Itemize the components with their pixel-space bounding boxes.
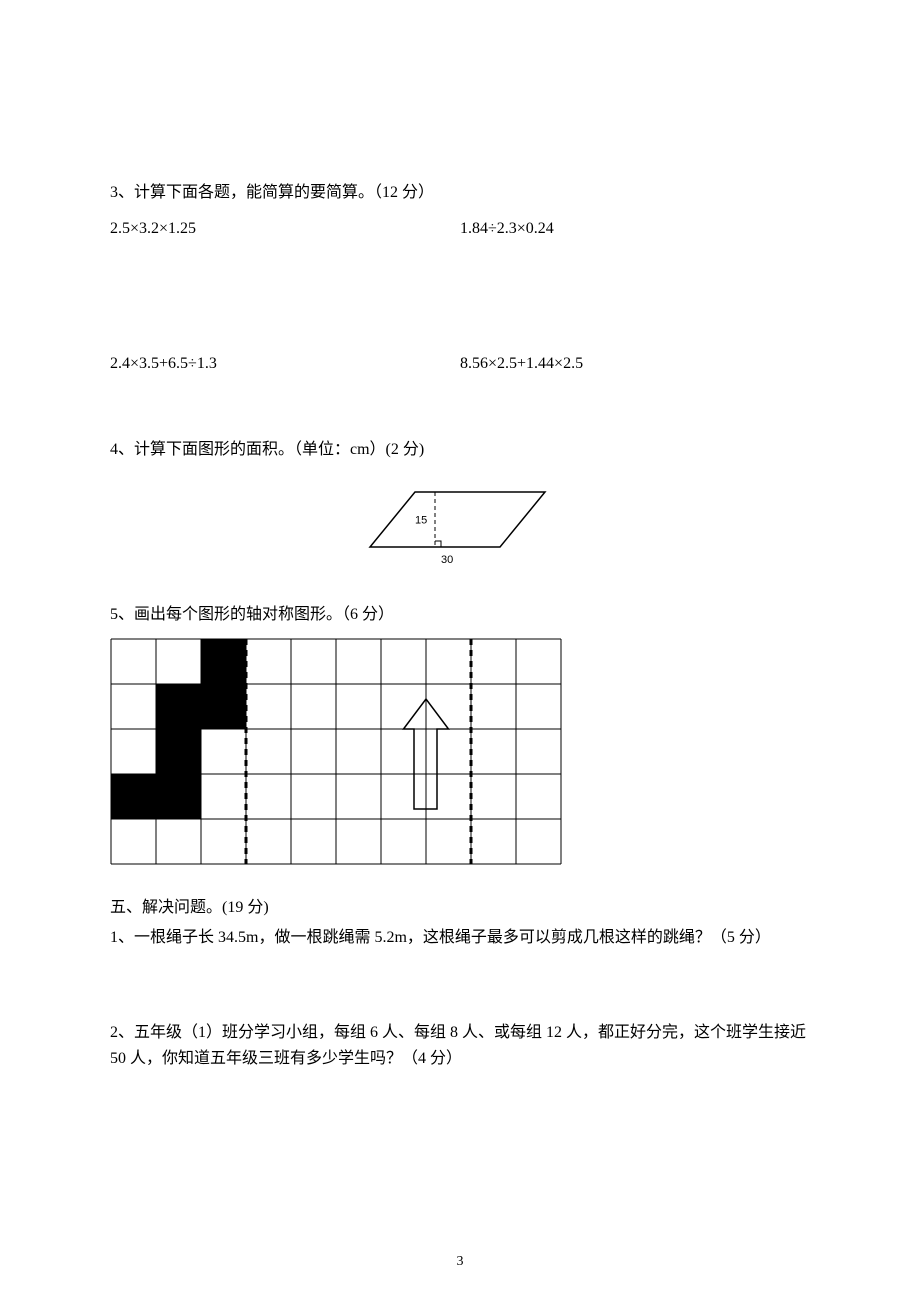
svg-text:15: 15 bbox=[415, 515, 427, 527]
parallelogram-svg: 1530 bbox=[360, 472, 560, 572]
q4-title: 4、计算下面图形的面积。（单位：cm）(2 分) bbox=[110, 437, 810, 463]
word-problem-2: 2、五年级（1）班分学习小组，每组 6 人、每组 8 人、或每组 12 人，都正… bbox=[110, 1020, 810, 1071]
q5-title: 5、画出每个图形的轴对称图形。（6 分） bbox=[110, 602, 810, 628]
svg-text:30: 30 bbox=[441, 554, 453, 566]
q3-expr-1a: 2.5×3.2×1.25 bbox=[110, 216, 460, 242]
q3-expr-1b: 1.84÷2.3×0.24 bbox=[460, 216, 810, 242]
page-number: 3 bbox=[0, 1251, 920, 1273]
q3-row1: 2.5×3.2×1.25 1.84÷2.3×0.24 bbox=[110, 216, 810, 242]
q5-grid-wrap bbox=[110, 638, 810, 865]
word-problem-1: 1、一根绳子长 34.5m，做一根跳绳需 5.2m，这根绳子最多可以剪成几根这样… bbox=[110, 925, 810, 951]
q3-expr-2b: 8.56×2.5+1.44×2.5 bbox=[460, 351, 810, 377]
q3-row2: 2.4×3.5+6.5÷1.3 8.56×2.5+1.44×2.5 bbox=[110, 351, 810, 377]
page: 3、计算下面各题，能简算的要简算。（12 分） 2.5×3.2×1.25 1.8… bbox=[0, 0, 920, 1303]
q4-figure: 1530 bbox=[110, 472, 810, 572]
section5-heading: 五、解决问题。(19 分) bbox=[110, 895, 810, 921]
q3-expr-2a: 2.4×3.5+6.5÷1.3 bbox=[110, 351, 460, 377]
q3-title: 3、计算下面各题，能简算的要简算。（12 分） bbox=[110, 180, 810, 206]
symmetry-grid bbox=[110, 638, 562, 865]
